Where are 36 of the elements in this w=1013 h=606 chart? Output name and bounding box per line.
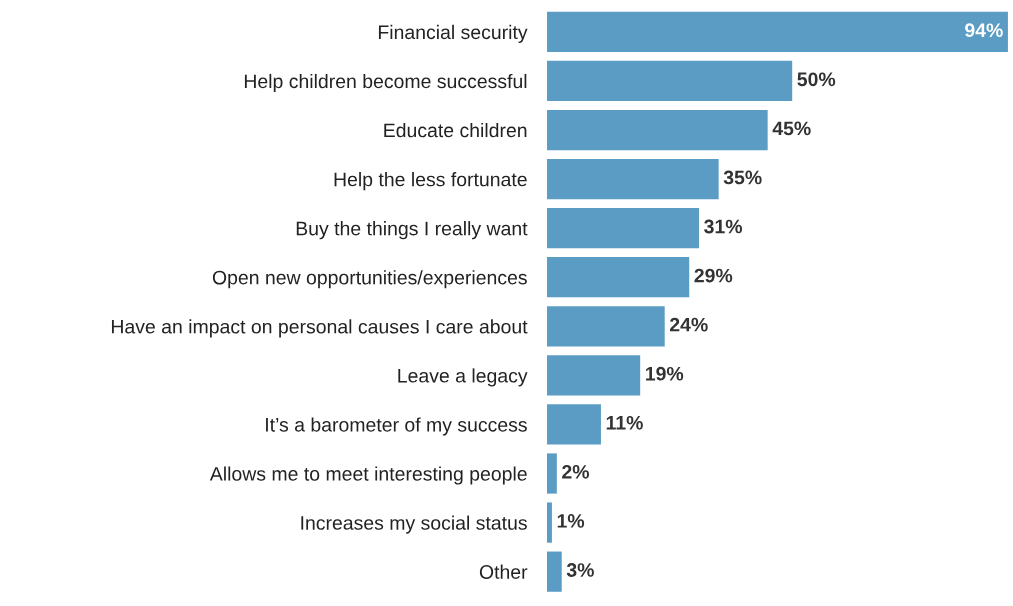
data-label: 35%	[723, 170, 762, 185]
y-tick-label: Increases my social status	[301, 515, 527, 534]
data-label: 29%	[694, 268, 733, 283]
data-label: 50%	[797, 72, 836, 87]
bar	[547, 306, 665, 347]
y-tick-label: Help the less fortunate	[334, 172, 527, 191]
bar	[547, 158, 719, 200]
y-tick-label: Educate children	[384, 122, 527, 138]
y-tick-label: Buy the things I really want	[296, 221, 528, 240]
bar	[547, 502, 552, 543]
y-tick-label: Financial security	[378, 24, 528, 43]
bar	[547, 404, 601, 445]
data-label: 31%	[704, 219, 743, 234]
bar	[547, 109, 768, 151]
data-label: 45%	[772, 121, 811, 136]
y-tick-label: Have an impact on personal causes I care about	[111, 319, 528, 338]
bar	[547, 355, 641, 396]
data-label: 2%	[562, 464, 590, 479]
y-tick-label: Leave a legacy	[398, 368, 528, 387]
y-tick-label: It’s a barometer of my success	[266, 417, 527, 436]
data-label: 3%	[566, 563, 594, 577]
bar	[547, 208, 700, 249]
bar	[547, 11, 1008, 53]
bar	[547, 551, 562, 592]
bar	[547, 453, 557, 494]
data-label: 1%	[557, 514, 585, 528]
data-label: 24%	[669, 317, 708, 332]
data-label: 11%	[606, 415, 643, 430]
y-tick-label: Allows me to meet interesting people	[209, 466, 527, 485]
bar	[547, 60, 793, 102]
data-label: 94%	[965, 23, 1003, 38]
y-tick-label: Other	[479, 564, 528, 579]
data-label: 19%	[646, 366, 684, 381]
y-tick-label: Help children become successful	[244, 73, 527, 93]
bar	[547, 257, 690, 298]
y-tick-label: Open new opportunities/experiences	[212, 270, 527, 289]
